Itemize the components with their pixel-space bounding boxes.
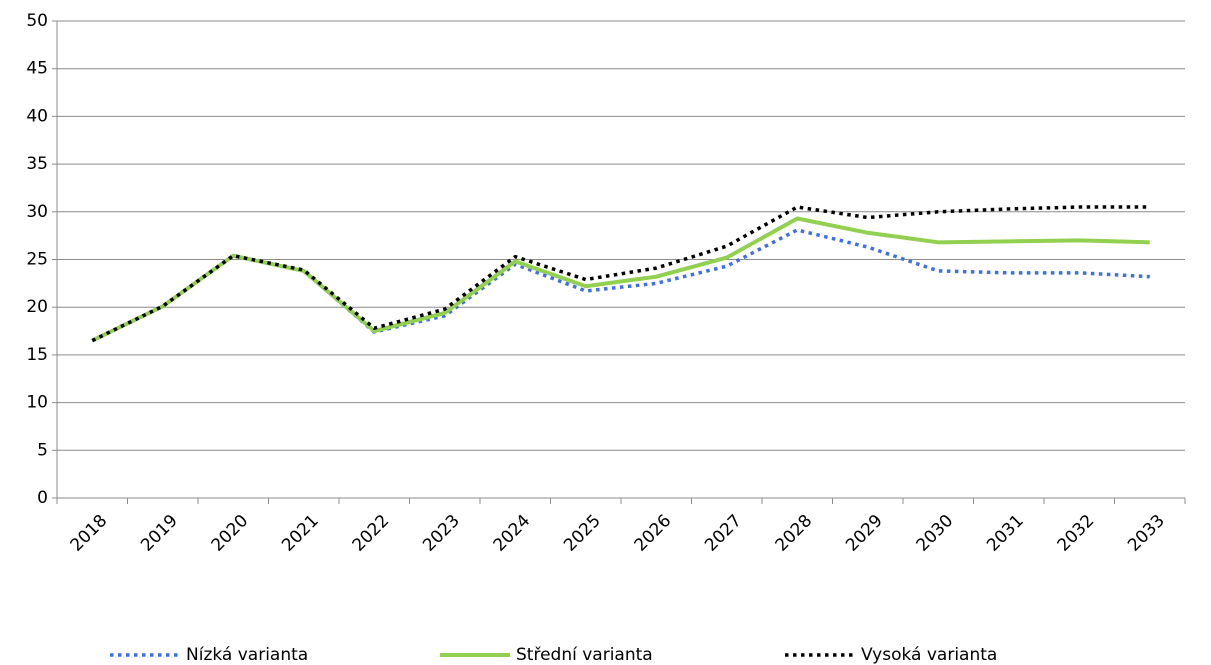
- x-tick-label: 2025: [560, 511, 605, 556]
- y-tick-label: 50: [26, 11, 48, 31]
- x-tick-label: 2020: [208, 511, 253, 556]
- x-tick-label: 2021: [278, 511, 323, 556]
- x-tick-label: 2029: [842, 511, 887, 556]
- legend-label: Nízká varianta: [186, 645, 308, 665]
- x-tick-label: 2026: [631, 511, 676, 556]
- y-tick-label: 10: [26, 393, 48, 413]
- y-tick-label: 35: [26, 154, 48, 174]
- x-tick-label: 2022: [349, 511, 394, 556]
- x-tick-label: 2028: [772, 511, 817, 556]
- series-line: [91, 216, 1150, 343]
- x-tick-label: 2027: [701, 511, 746, 556]
- y-tick-label: 45: [26, 59, 48, 79]
- x-tick-label: 2018: [67, 511, 112, 556]
- x-tick-label: 2032: [1054, 511, 1099, 556]
- y-tick-label: 25: [26, 250, 48, 270]
- y-tick-label: 40: [26, 106, 48, 126]
- x-tick-label: 2030: [913, 511, 958, 556]
- x-tick-label: 2033: [1124, 511, 1169, 556]
- x-tick-label: 2024: [490, 511, 535, 556]
- legend-label: Vysoká varianta: [861, 645, 997, 665]
- legend-label: Střední varianta: [516, 645, 653, 665]
- series-line: [91, 205, 1150, 343]
- x-tick-label: 2031: [983, 511, 1028, 556]
- y-tick-label: 5: [37, 440, 48, 460]
- y-tick-label: 15: [26, 345, 48, 365]
- y-tick-label: 20: [26, 297, 48, 317]
- y-tick-label: 30: [26, 202, 48, 222]
- x-tick-label: 2023: [419, 511, 464, 556]
- y-tick-label: 0: [37, 488, 48, 508]
- series-line: [91, 228, 1150, 343]
- x-tick-label: 2019: [137, 511, 182, 556]
